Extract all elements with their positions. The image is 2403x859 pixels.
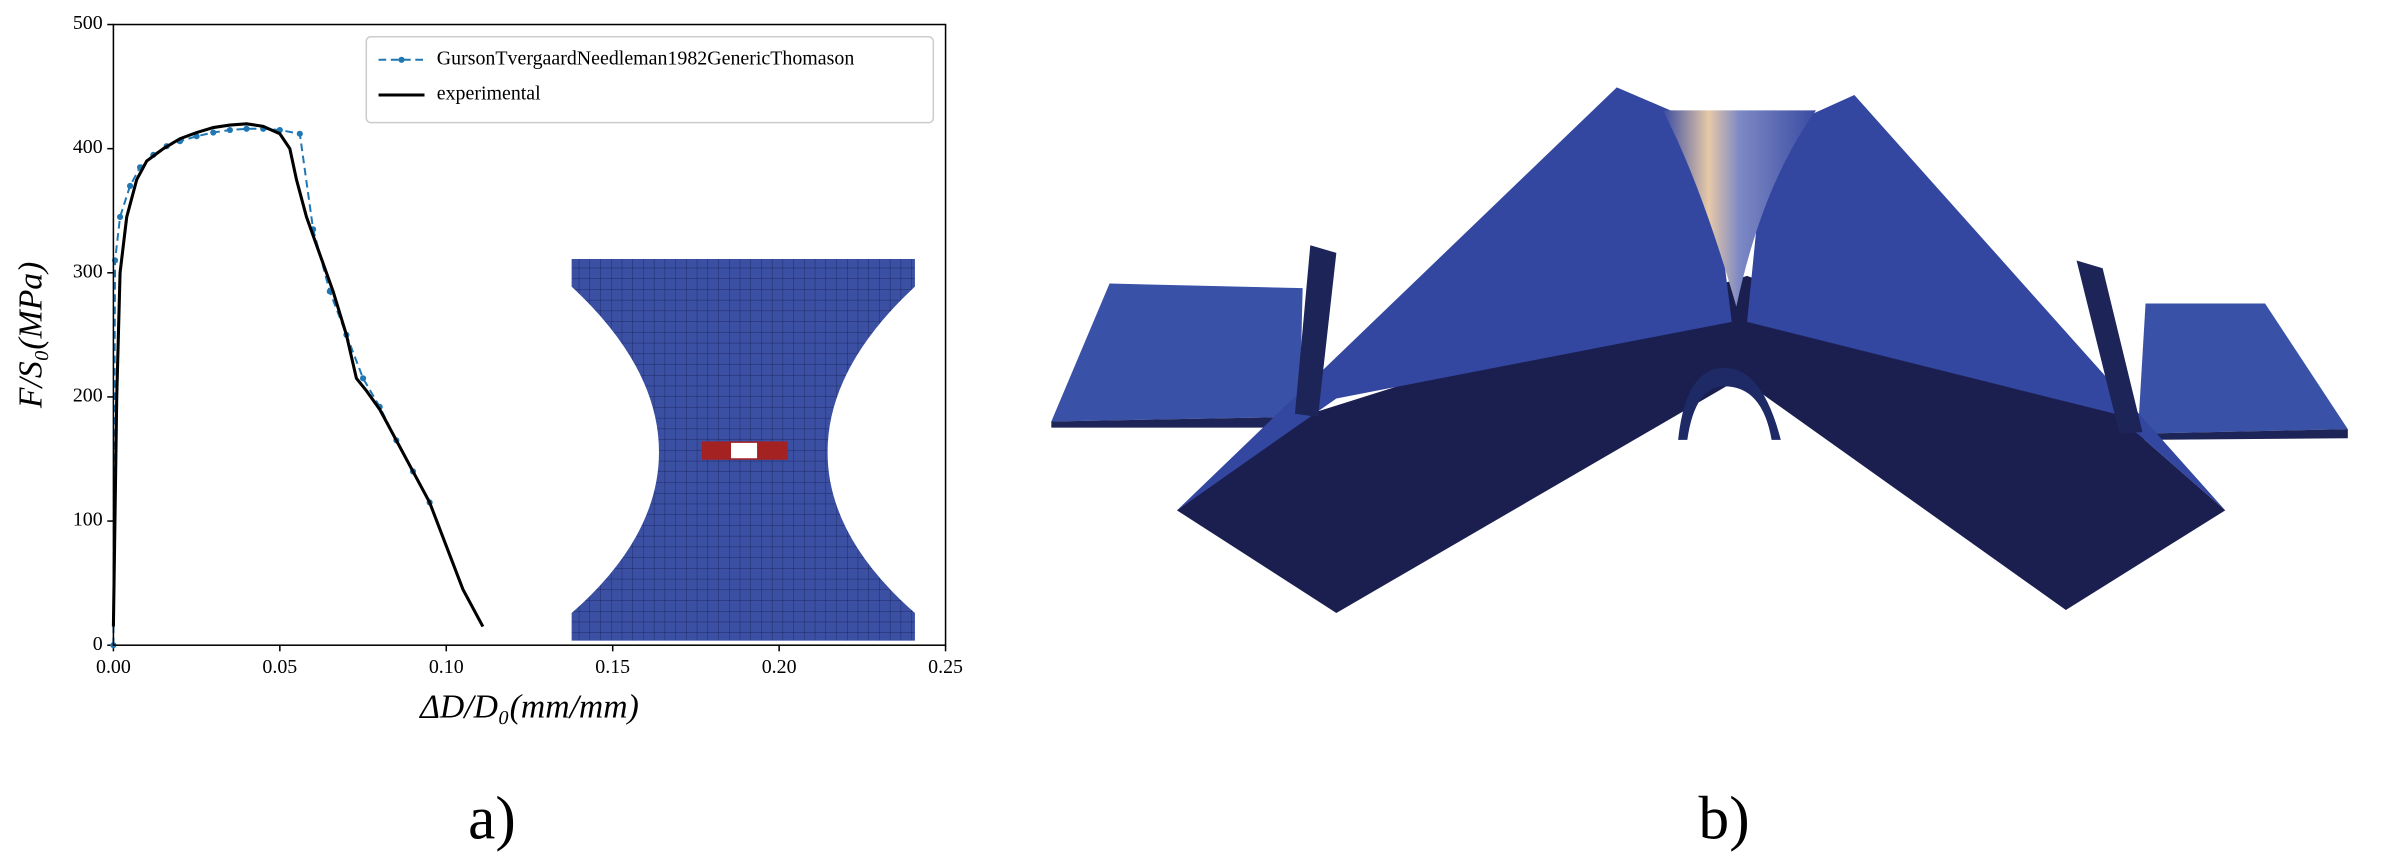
legend-label: experimental (437, 83, 541, 105)
series-marker (126, 182, 134, 189)
series-marker (226, 126, 233, 134)
x-tick-label: 0.15 (595, 656, 630, 678)
x-tick-label: 0.10 (429, 656, 464, 678)
x-axis-label: ΔD/D₀(mm/mm) (418, 688, 639, 725)
plot-frame (112, 23, 947, 646)
legend-box (365, 36, 935, 124)
x-tick-label: 0.00 (96, 656, 131, 678)
series-line (111, 122, 485, 628)
x-tick-label: 0.25 (928, 656, 963, 678)
series-marker (116, 213, 124, 221)
y-tick-label: 400 (73, 136, 103, 158)
series-line (112, 127, 431, 646)
series-marker (210, 129, 217, 136)
series-marker (243, 125, 250, 132)
render-3d (1051, 87, 2348, 614)
mesh-inset (571, 259, 915, 641)
series-marker (296, 130, 303, 137)
caption: a) (468, 785, 516, 853)
y-tick-label: 0 (93, 633, 103, 655)
caption: b) (1699, 785, 1750, 853)
x-tick-label: 0.05 (262, 656, 297, 678)
legend-marker (398, 56, 405, 63)
x-tick-label: 0.20 (762, 656, 797, 678)
y-axis-label: F/S₀(MPa) (12, 262, 49, 409)
series-marker (359, 375, 367, 382)
y-tick-label: 500 (73, 12, 103, 34)
y-tick-label: 200 (73, 385, 103, 407)
y-tick-label: 100 (73, 509, 103, 531)
legend-label: GursonTvergaardNeedleman1982GenericThoma… (437, 47, 855, 69)
y-tick-label: 300 (73, 260, 103, 282)
